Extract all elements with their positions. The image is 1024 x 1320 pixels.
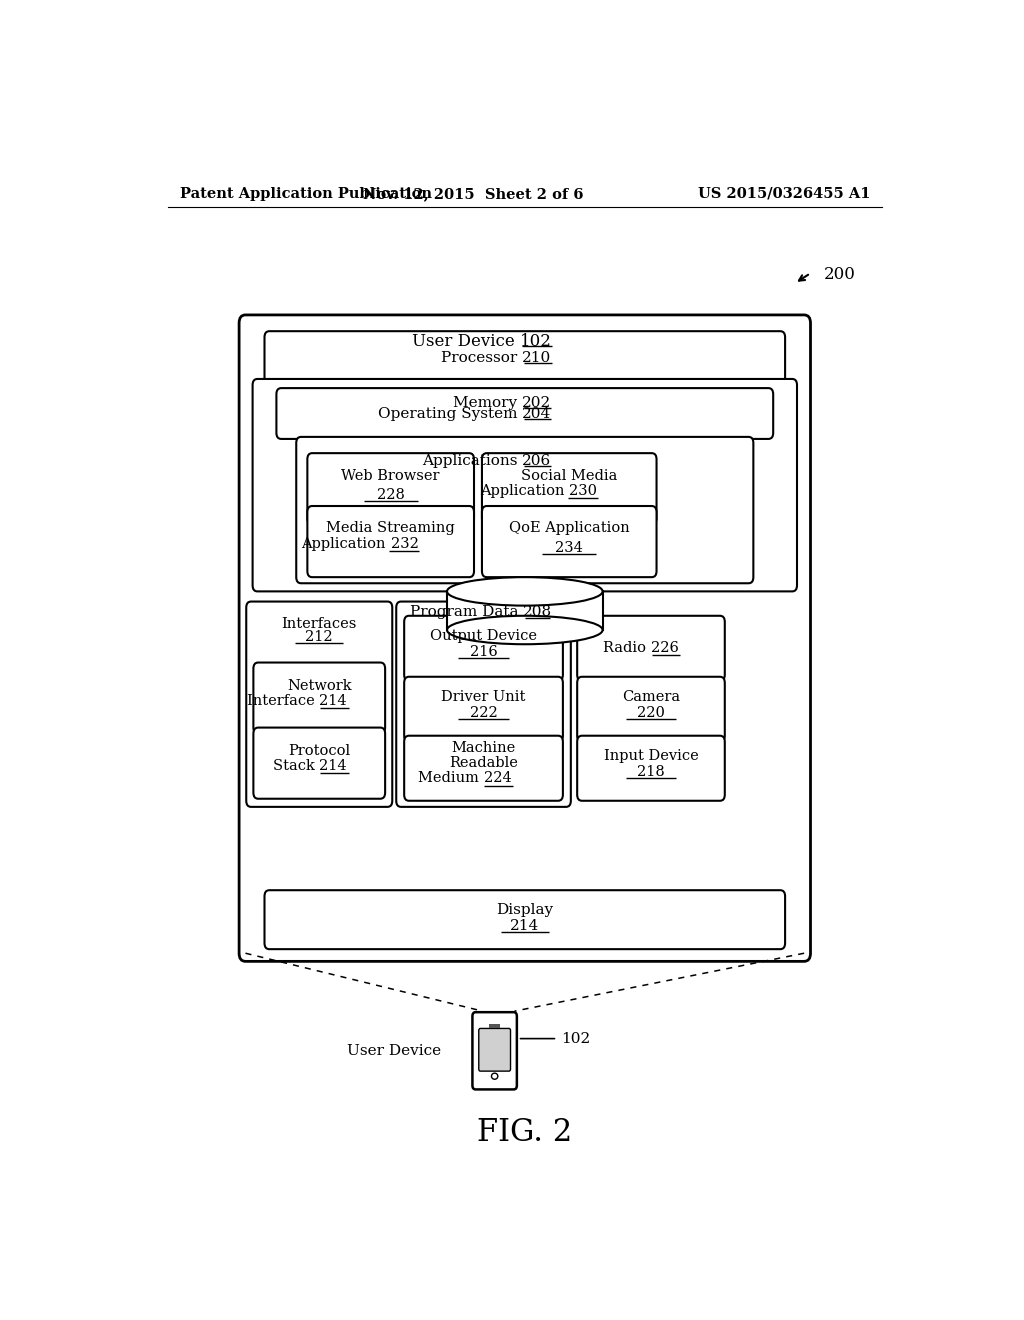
Text: Nov. 12, 2015  Sheet 2 of 6: Nov. 12, 2015 Sheet 2 of 6	[362, 187, 584, 201]
Text: Interfaces: Interfaces	[282, 616, 357, 631]
Text: Display: Display	[497, 903, 553, 916]
FancyBboxPatch shape	[307, 506, 474, 577]
Text: 200: 200	[824, 265, 856, 282]
Text: Readable: Readable	[450, 756, 518, 770]
Text: 220: 220	[637, 706, 665, 721]
Text: 102: 102	[561, 1032, 591, 1045]
FancyBboxPatch shape	[396, 602, 570, 807]
FancyBboxPatch shape	[264, 331, 785, 384]
Text: 210: 210	[522, 351, 552, 364]
Text: 230: 230	[569, 483, 597, 498]
Text: 214: 214	[319, 694, 347, 708]
Text: Output Device: Output Device	[430, 630, 537, 643]
Text: Protocol: Protocol	[288, 744, 350, 758]
FancyBboxPatch shape	[578, 735, 725, 801]
Text: 102: 102	[520, 333, 552, 350]
FancyBboxPatch shape	[253, 727, 385, 799]
Text: Processor: Processor	[441, 351, 522, 364]
Text: Program Data: Program Data	[410, 605, 523, 619]
FancyBboxPatch shape	[264, 890, 785, 949]
Text: Patent Application Publication: Patent Application Publication	[179, 187, 431, 201]
Text: Social Media: Social Media	[521, 469, 617, 483]
Text: Web Browser: Web Browser	[341, 469, 440, 483]
Text: User Device: User Device	[347, 1044, 441, 1057]
Text: Media Streaming: Media Streaming	[327, 521, 455, 536]
Text: Driver Unit: Driver Unit	[441, 690, 525, 704]
Text: QoE Application: QoE Application	[509, 521, 630, 536]
Text: Camera: Camera	[622, 690, 680, 704]
Bar	[447, 591, 602, 630]
Text: 218: 218	[637, 766, 665, 779]
Text: Radio: Radio	[603, 642, 651, 655]
FancyBboxPatch shape	[404, 677, 563, 742]
Text: 234: 234	[555, 541, 584, 554]
FancyBboxPatch shape	[253, 379, 797, 591]
Text: Input Device: Input Device	[603, 748, 698, 763]
Text: Network: Network	[287, 678, 351, 693]
Text: 228: 228	[377, 488, 404, 502]
FancyBboxPatch shape	[296, 437, 754, 583]
FancyBboxPatch shape	[239, 315, 811, 961]
FancyBboxPatch shape	[482, 453, 656, 524]
Text: Medium: Medium	[418, 771, 483, 785]
FancyBboxPatch shape	[276, 388, 773, 440]
Ellipse shape	[447, 577, 602, 606]
Text: Operating System: Operating System	[378, 407, 522, 421]
FancyBboxPatch shape	[578, 615, 725, 681]
FancyBboxPatch shape	[482, 506, 656, 577]
Text: Application: Application	[301, 537, 391, 550]
Text: User Device: User Device	[412, 333, 520, 350]
FancyBboxPatch shape	[307, 453, 474, 524]
Ellipse shape	[492, 1073, 498, 1080]
Text: 206: 206	[522, 454, 552, 469]
Ellipse shape	[447, 615, 602, 644]
Text: Stack: Stack	[272, 759, 319, 774]
Text: 226: 226	[651, 642, 679, 655]
Text: 212: 212	[305, 630, 333, 644]
FancyBboxPatch shape	[253, 663, 385, 734]
Text: 232: 232	[391, 537, 419, 550]
Text: 202: 202	[522, 396, 552, 411]
FancyBboxPatch shape	[404, 615, 563, 681]
Text: Machine: Machine	[452, 741, 516, 755]
Text: 214: 214	[510, 919, 540, 933]
Text: 208: 208	[523, 605, 552, 619]
Text: 214: 214	[319, 759, 347, 774]
Text: 224: 224	[483, 771, 511, 785]
Bar	[489, 1024, 500, 1028]
Text: Application: Application	[480, 483, 569, 498]
FancyBboxPatch shape	[578, 677, 725, 742]
FancyBboxPatch shape	[404, 735, 563, 801]
FancyBboxPatch shape	[472, 1012, 517, 1089]
Text: FIG. 2: FIG. 2	[477, 1117, 572, 1147]
Text: Interface: Interface	[247, 694, 319, 708]
Text: 204: 204	[522, 407, 552, 421]
Text: US 2015/0326455 A1: US 2015/0326455 A1	[697, 187, 870, 201]
Text: 222: 222	[470, 706, 498, 721]
Text: Memory: Memory	[454, 396, 522, 411]
Text: 216: 216	[470, 645, 498, 660]
FancyBboxPatch shape	[479, 1028, 511, 1071]
Text: Applications: Applications	[422, 454, 522, 469]
FancyBboxPatch shape	[246, 602, 392, 807]
